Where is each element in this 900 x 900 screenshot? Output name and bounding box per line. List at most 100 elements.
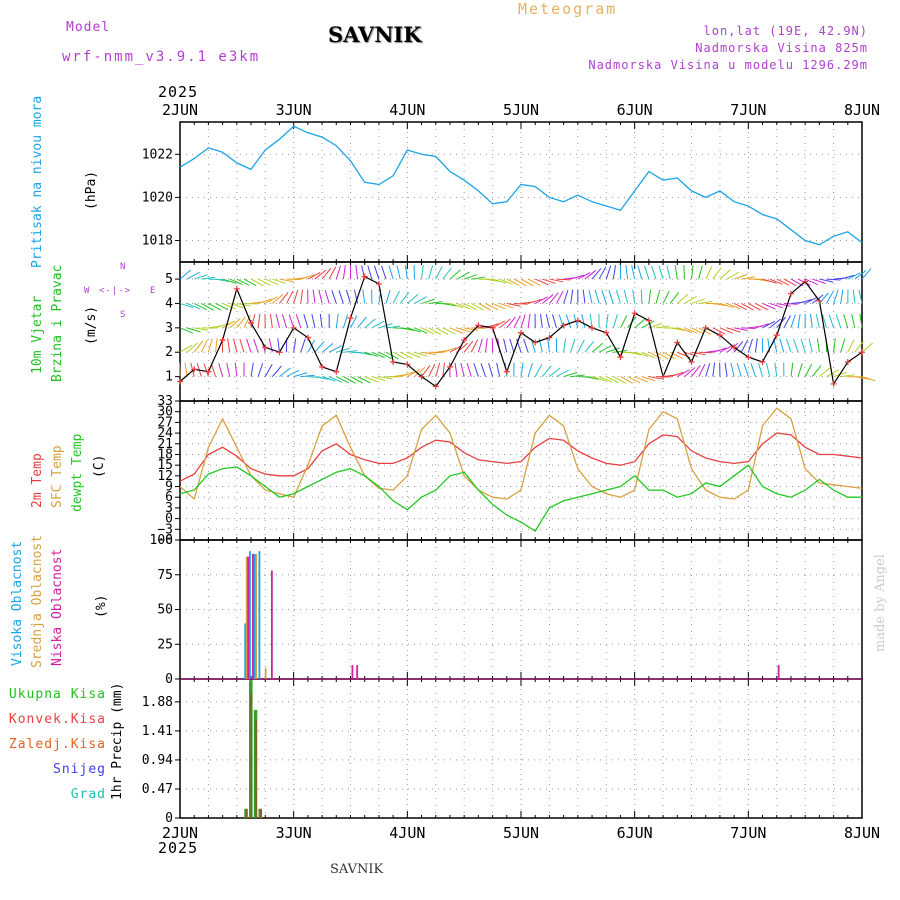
wind-barb [300, 289, 304, 304]
wind-barb [662, 290, 670, 304]
wind-gust-marker [205, 368, 212, 375]
wind-barb [463, 340, 474, 353]
compass-arrow: <-|-> [99, 286, 132, 296]
wind-barb [400, 351, 413, 359]
wind-barb [819, 367, 831, 377]
y-tick-label: 1020 [142, 190, 173, 205]
wind-barb [804, 278, 819, 286]
wind-barb [556, 369, 570, 378]
y-tick-label: 3 [165, 321, 173, 336]
wind-barb [808, 338, 813, 353]
wind-barb [563, 372, 578, 378]
wind-barb [421, 365, 431, 377]
wind-barb [279, 292, 289, 304]
wind-barb [250, 314, 256, 328]
wind-barb [769, 318, 781, 329]
wind-barb [407, 294, 419, 304]
wind-barb [367, 265, 373, 280]
cloud-bar [247, 556, 250, 679]
wind-barb [851, 314, 856, 328]
compass-south: S [120, 310, 127, 320]
x-tick-label-bottom: 5JUN [503, 824, 539, 842]
wind-barb [321, 376, 336, 382]
wind-barb [506, 278, 520, 286]
wind-barb [634, 351, 649, 357]
wind-barb [484, 338, 488, 353]
wind-barb [454, 362, 458, 377]
wind-barb [733, 341, 744, 353]
x-tick-label-bottom: 2JUN [162, 824, 198, 842]
wind-barb [186, 342, 198, 353]
wind-barb [527, 363, 533, 377]
compass-north: N [120, 262, 127, 272]
wind-barb [712, 362, 716, 377]
cloud-bar [245, 556, 248, 679]
wind-gust-marker [191, 366, 198, 373]
wind-barb [345, 289, 351, 304]
wind-barb [428, 327, 442, 335]
wind-barb [541, 365, 552, 377]
wind-barb [734, 327, 748, 332]
precip-bar-conv [255, 720, 257, 818]
wind-barb [740, 339, 749, 353]
wind-barb [257, 313, 261, 328]
wind-barb [598, 266, 607, 280]
wind-barb [303, 314, 309, 328]
wind-barb [456, 271, 470, 280]
wind-barb [854, 376, 869, 380]
precip-legend-frz: Zaledj.Kisa [8, 737, 106, 752]
wind-gust-marker [674, 339, 681, 346]
compass-east: E [150, 286, 157, 296]
wind-gust-marker [319, 363, 326, 370]
wind-barb [591, 342, 604, 353]
wind-barb [674, 265, 678, 280]
wind-barb [357, 316, 367, 329]
wind-barb [527, 313, 531, 328]
wind-barb [797, 313, 801, 328]
wind-barb [655, 325, 670, 329]
wind-barb [318, 289, 323, 304]
wind-barb [516, 338, 522, 353]
wind-barb [488, 363, 494, 377]
wind-barb [473, 363, 479, 377]
wind-barb [265, 296, 278, 304]
wind-gust-marker [489, 324, 496, 331]
wind-barb [570, 274, 585, 280]
wind-barb [226, 362, 231, 377]
wind-barb [779, 338, 785, 353]
wind-barb [632, 289, 636, 304]
wind-barb [200, 339, 208, 353]
y-tick-label: 18 [157, 447, 173, 462]
wind-barb [492, 320, 506, 329]
wind-barb [407, 369, 420, 378]
wind-barb [627, 376, 641, 384]
wind-barb [641, 376, 656, 382]
wind-barb [549, 292, 559, 304]
wind-barb [388, 265, 394, 280]
wind-barb [520, 314, 526, 328]
wind-gust-marker [290, 324, 297, 331]
wind-barb [218, 363, 224, 377]
wind-barb [456, 302, 471, 310]
y-tick-label: −3 [157, 522, 173, 537]
wind-gust-marker [347, 315, 354, 322]
wind-barb [527, 298, 542, 304]
wind-gust-marker [518, 329, 524, 336]
y-tick-label: 3 [165, 501, 173, 516]
wind-barb [843, 314, 849, 328]
wind-barb [300, 338, 306, 353]
precip-legend-graupel: Grad [70, 787, 106, 802]
wind-gust-marker [759, 358, 766, 365]
wind-barb [311, 314, 316, 328]
wind-barb [257, 363, 264, 377]
wind-barb [513, 302, 528, 305]
wind-barb [861, 268, 872, 280]
wind-barb [460, 362, 465, 377]
wind-barb [499, 278, 513, 285]
wind-barb [480, 363, 486, 377]
wind-barb [414, 296, 427, 304]
wind-barb [421, 327, 435, 335]
wind-barb [342, 314, 349, 328]
cloud-bar [252, 553, 254, 679]
wind-barb [677, 369, 690, 378]
